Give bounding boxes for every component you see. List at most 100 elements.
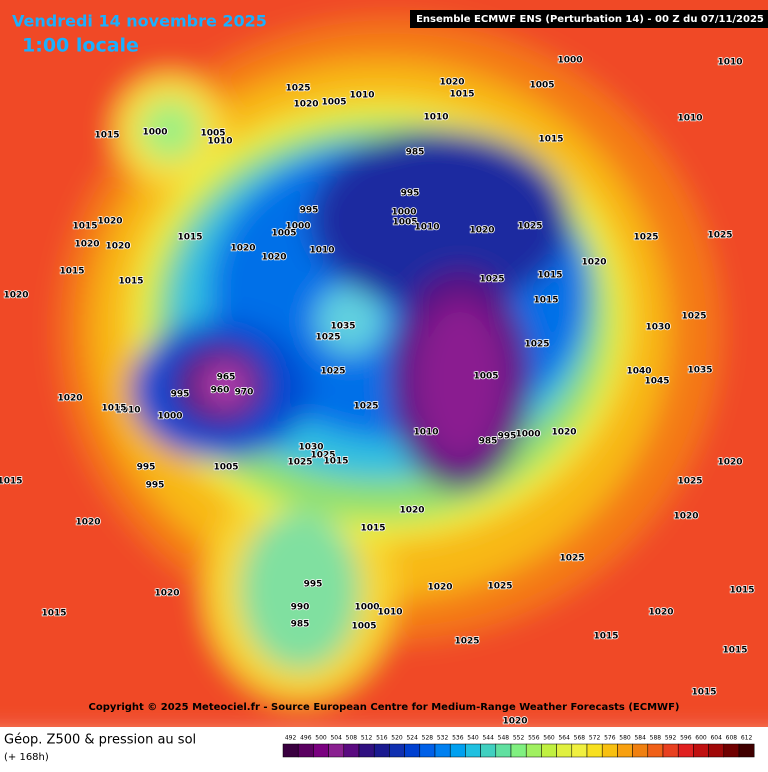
isobar-label: 1025 <box>524 340 549 350</box>
footer-title: Géop. Z500 & pression au sol <box>4 733 196 748</box>
isobar-label: 1020 <box>439 78 464 88</box>
isobar-label: 1030 <box>645 323 670 333</box>
isobar-label: 1025 <box>487 582 512 592</box>
isobar-label: 1005 <box>271 229 296 239</box>
isobar-label: 1025 <box>285 84 310 94</box>
color-scale: 492 496 500 504 508 512 516 520 524 528 532 536 540 5… <box>282 735 755 758</box>
isobar-label: 1000 <box>557 56 582 66</box>
scale-swatch <box>617 743 633 758</box>
scale-label: 584 <box>634 735 646 742</box>
isobar-label: 1015 <box>593 632 618 642</box>
scale-swatch <box>708 743 725 758</box>
isobar-label: 1010 <box>677 114 702 124</box>
scale-label: 572 <box>589 735 601 742</box>
scale-swatch <box>525 743 542 758</box>
scale-swatch <box>389 743 405 758</box>
scale-label: 516 <box>376 735 388 742</box>
isobar-label: 1015 <box>0 477 23 487</box>
isobar-label: 1020 <box>75 518 100 528</box>
isobar-label: 1020 <box>97 217 122 227</box>
isobar-label: 1025 <box>517 222 542 232</box>
scale-label: 560 <box>543 735 555 742</box>
isobar-label: 1015 <box>449 90 474 100</box>
isobar-label: 1025 <box>287 458 312 468</box>
scale-label: 604 <box>710 735 722 742</box>
scale-swatch <box>738 743 755 758</box>
scale-swatch <box>693 743 709 758</box>
scale-label: 492 <box>285 735 297 742</box>
scale-label: 592 <box>665 735 677 742</box>
isobar-label: 1020 <box>399 506 424 516</box>
isobar-label: 1025 <box>353 402 378 412</box>
scale-label: 608 <box>726 735 738 742</box>
scale-swatch <box>480 743 497 758</box>
scale-label: 500 <box>315 735 327 742</box>
isobar-label: 1025 <box>681 312 706 322</box>
scale-label: 548 <box>498 735 510 742</box>
forecast-time: 1:00 locale <box>22 35 139 57</box>
isobar-label: 1040 <box>626 367 651 377</box>
isobar-label: 1015 <box>722 646 747 656</box>
isobar-label: 1015 <box>41 609 66 619</box>
isobar-label: 1010 <box>377 608 402 618</box>
scale-swatch <box>373 743 390 758</box>
isobar-label: 1015 <box>177 233 202 243</box>
isobar-label: 1020 <box>261 253 286 263</box>
scale-swatch <box>632 743 649 758</box>
scale-swatch <box>662 743 679 758</box>
isobar-label: 1015 <box>729 586 754 596</box>
isobar-label: 1025 <box>559 554 584 564</box>
scale-label: 588 <box>650 735 662 742</box>
isobar-label: 1000 <box>391 208 416 218</box>
isobar-label: 1020 <box>427 583 452 593</box>
isobar-label: 1010 <box>115 406 140 416</box>
isobar-label: 1025 <box>479 275 504 285</box>
isobar-label: 965 <box>217 373 236 383</box>
scale-swatch <box>343 743 360 758</box>
isobar-label: 1015 <box>533 296 558 306</box>
isobar-label: 990 <box>291 603 310 613</box>
isobar-label: 1010 <box>309 246 334 256</box>
isobar-label: 1010 <box>413 428 438 438</box>
isobar-label: 1005 <box>321 98 346 108</box>
isobar-label: 1005 <box>473 372 498 382</box>
scale-swatch <box>556 743 573 758</box>
copyright: Copyright © 2025 Meteociel.fr - Source E… <box>89 702 680 713</box>
isobar-label: 995 <box>300 206 319 216</box>
isobar-label: 1030 <box>298 443 323 453</box>
isobar-label: 1005 <box>351 622 376 632</box>
scale-label: 552 <box>513 735 525 742</box>
scale-swatch <box>571 743 588 758</box>
forecast-date: Vendredi 14 novembre 2025 <box>12 12 267 31</box>
isobar-label: 1020 <box>551 428 576 438</box>
isobar-label: 1000 <box>354 603 379 613</box>
isobar-label: 985 <box>291 620 310 630</box>
isobar-label: 1020 <box>648 608 673 618</box>
isobar-label: 1015 <box>118 277 143 287</box>
isobar-label: 1005 <box>529 81 554 91</box>
scale-swatch <box>723 743 740 758</box>
isobar-label: 1025 <box>677 477 702 487</box>
isobar-label: 1020 <box>673 512 698 522</box>
isobar-label: 1015 <box>59 267 84 277</box>
scale-label: 540 <box>467 735 479 742</box>
isobar-label: 1020 <box>581 258 606 268</box>
isobar-label: 1020 <box>74 240 99 250</box>
scale-swatch <box>541 743 557 758</box>
isobar-label: 1015 <box>360 524 385 534</box>
isobar-label: 1025 <box>315 333 340 343</box>
scale-label: 580 <box>619 735 631 742</box>
scale-swatch <box>647 743 664 758</box>
scale-label: 524 <box>406 735 418 742</box>
isobar-label: 1010 <box>207 137 232 147</box>
isobar-label: 1010 <box>717 58 742 68</box>
scale-label: 596 <box>680 735 692 742</box>
scale-swatch <box>297 743 314 758</box>
isobar-label: 1000 <box>142 128 167 138</box>
scale-swatch <box>586 743 603 758</box>
background-field <box>0 0 768 740</box>
isobar-label: 1020 <box>469 226 494 236</box>
isobar-label: 1035 <box>330 322 355 332</box>
scale-label: 496 <box>300 735 312 742</box>
scale-swatch <box>677 743 694 758</box>
